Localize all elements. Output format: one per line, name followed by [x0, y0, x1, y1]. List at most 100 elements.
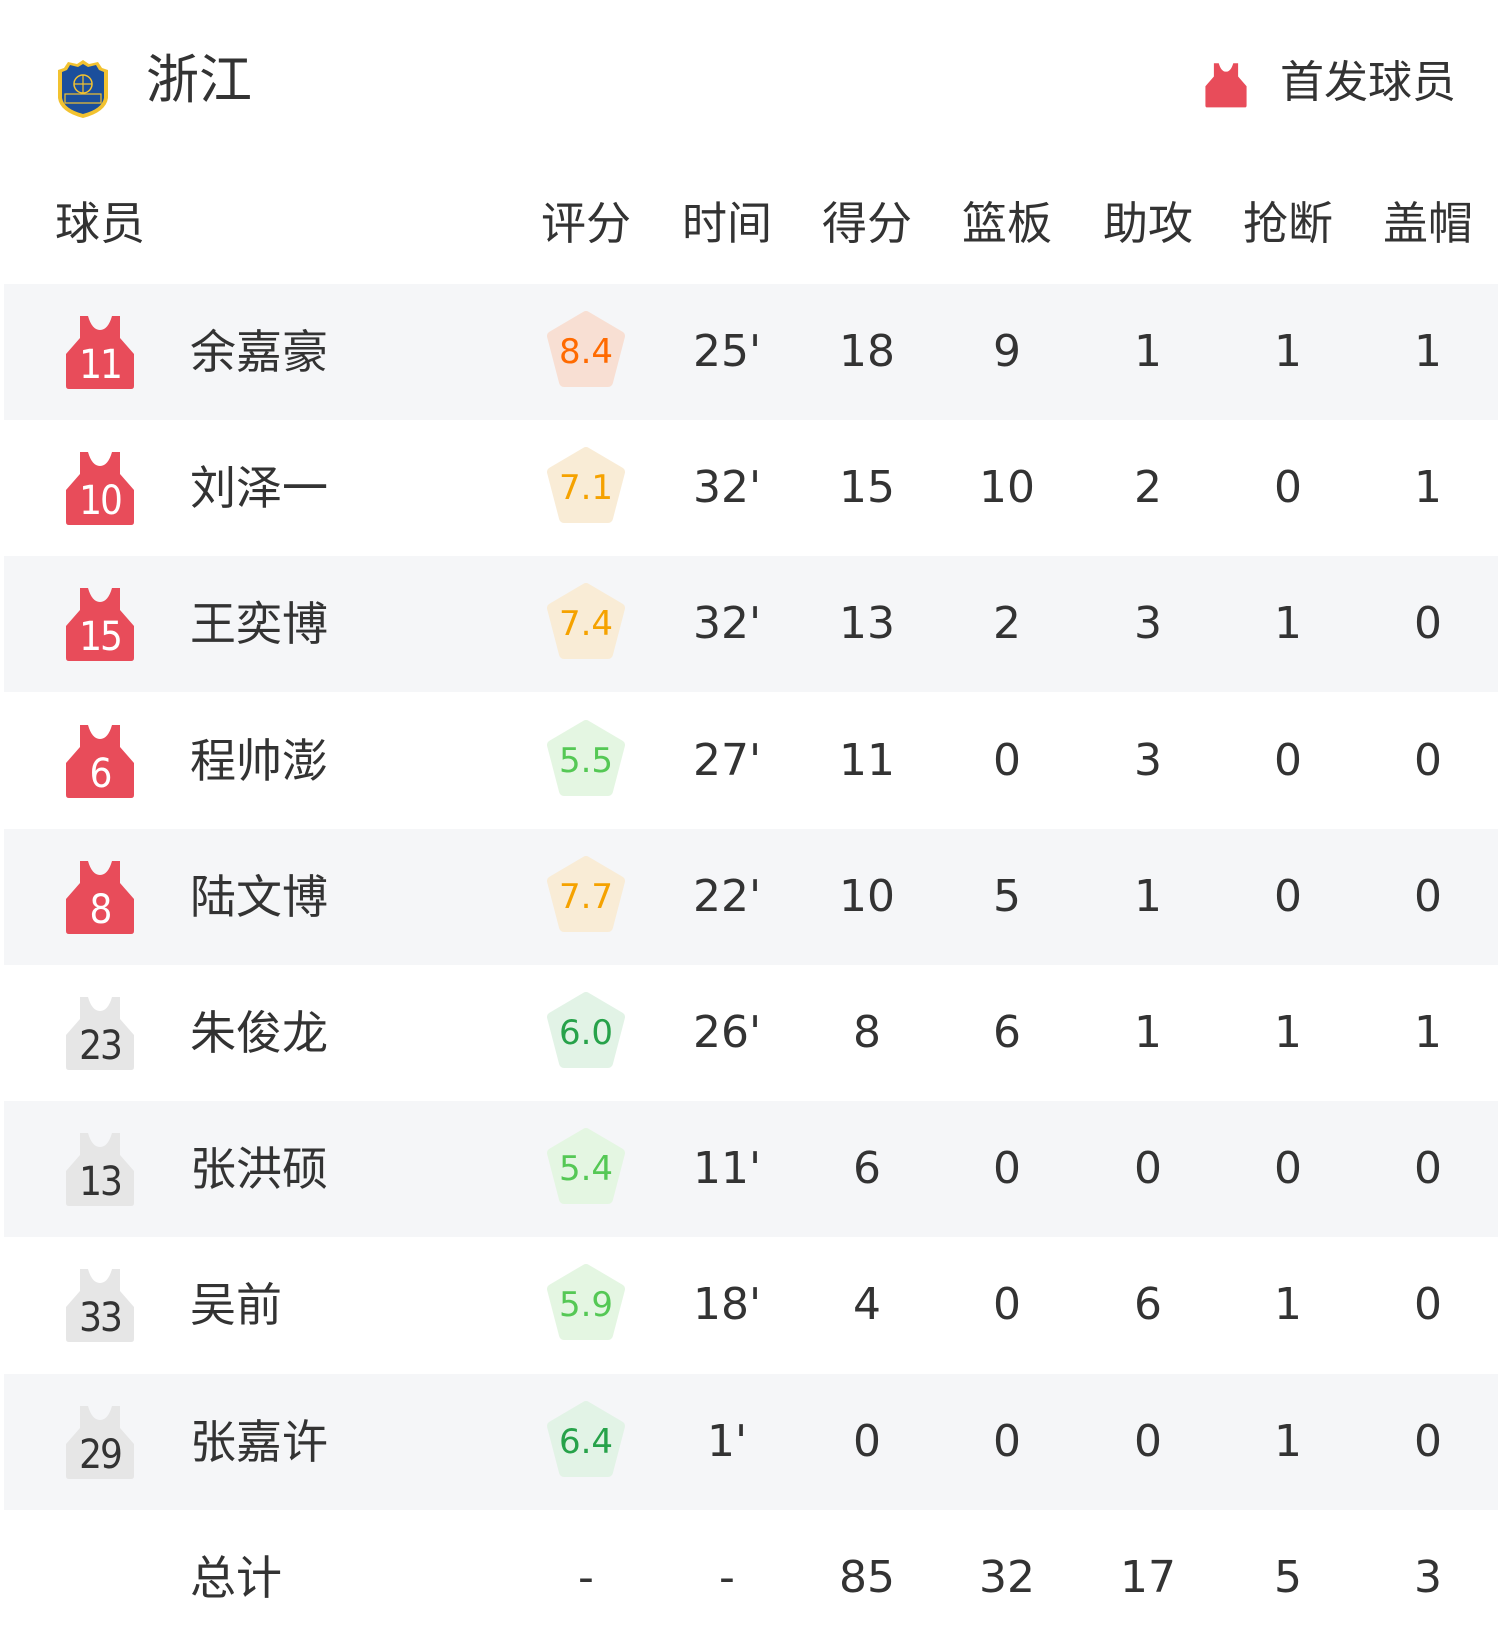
- stat-assists: 0: [1134, 1415, 1162, 1467]
- stat-points: 10: [839, 870, 895, 922]
- header-points[interactable]: 得分: [821, 197, 912, 250]
- rating-value: 5.4: [558, 1149, 614, 1190]
- jersey-number: 13: [79, 1159, 123, 1206]
- stat-steals: 0: [1274, 462, 1302, 514]
- table-row[interactable]: 11 余嘉豪 8.4 25' 18 9 1 1 1: [4, 284, 1498, 420]
- total-blocks: 3: [1414, 1551, 1442, 1603]
- table-row[interactable]: 10 刘泽一 7.1 32' 15 10 2 0 1: [4, 420, 1498, 556]
- header-time[interactable]: 时间: [681, 197, 772, 250]
- rating-badge: 7.7: [544, 853, 628, 937]
- stat-time: 32': [692, 462, 762, 514]
- player-name[interactable]: 刘泽一: [190, 461, 328, 516]
- rating-badge: 7.1: [544, 444, 628, 528]
- rating-value: 7.1: [558, 468, 614, 509]
- rating-value: 5.9: [558, 1285, 614, 1326]
- stat-steals: 1: [1274, 326, 1302, 377]
- player-name[interactable]: 陆文博: [190, 869, 328, 924]
- stat-assists: 1: [1134, 326, 1162, 377]
- stat-time: 22': [692, 870, 762, 922]
- stat-points: 8: [853, 1007, 881, 1058]
- table-row[interactable]: 13 张洪硕 5.4 11' 6 0 0 0 0: [4, 1101, 1498, 1238]
- table-row[interactable]: 15 王奕博 7.4 32' 13 2 3 1 0: [4, 556, 1498, 693]
- legend-starter-label: 首发球员: [1280, 57, 1456, 108]
- rating-badge: 7.4: [544, 580, 628, 664]
- stat-rebounds: 10: [979, 462, 1035, 514]
- rating-value: 7.4: [558, 604, 614, 645]
- header-rating[interactable]: 评分: [540, 197, 631, 250]
- jersey-icon: 11: [64, 314, 136, 390]
- stat-blocks: 0: [1414, 1143, 1442, 1195]
- stat-blocks: 1: [1414, 1007, 1442, 1058]
- player-name[interactable]: 张嘉许: [190, 1414, 328, 1469]
- player-name[interactable]: 王奕博: [190, 597, 328, 652]
- rating-value: 7.7: [558, 876, 614, 917]
- stat-steals: 0: [1274, 1143, 1302, 1195]
- stat-time: 11': [692, 1143, 762, 1195]
- jersey-number: 8: [89, 886, 113, 933]
- stat-steals: 0: [1274, 734, 1302, 786]
- stat-time: 26': [692, 1007, 762, 1058]
- stat-assists: 3: [1134, 598, 1162, 650]
- table-row[interactable]: 29 张嘉许 6.4 1' 0 0 0 1 0: [4, 1373, 1498, 1510]
- rating-value: 6.0: [558, 1013, 614, 1053]
- stat-points: 11: [839, 734, 895, 786]
- jersey-icon: 13: [64, 1131, 136, 1207]
- stat-blocks: 1: [1414, 326, 1442, 377]
- jersey-number: 10: [79, 478, 123, 525]
- header-steals[interactable]: 抢断: [1242, 197, 1333, 250]
- player-name[interactable]: 程帅澎: [190, 733, 328, 788]
- stat-time: 18': [692, 1279, 762, 1331]
- stat-assists: 6: [1134, 1279, 1162, 1331]
- stat-rebounds: 0: [993, 734, 1021, 786]
- stat-points: 15: [839, 462, 895, 514]
- stat-assists: 1: [1134, 1007, 1162, 1058]
- rating-value: 8.4: [558, 332, 614, 372]
- jersey-icon: 10: [64, 450, 136, 526]
- team-logo: [58, 60, 108, 118]
- jersey-number: 11: [79, 342, 123, 388]
- stat-time: 32': [692, 598, 762, 650]
- total-steals: 5: [1274, 1551, 1302, 1603]
- jersey-number: 6: [89, 750, 113, 797]
- starter-jersey-icon: [1205, 63, 1247, 108]
- stat-steals: 1: [1274, 1279, 1302, 1331]
- rating-value: 6.4: [558, 1421, 614, 1462]
- table-row[interactable]: 23 朱俊龙 6.0 26' 8 6 1 1 1: [4, 965, 1498, 1101]
- stat-rebounds: 6: [993, 1007, 1021, 1058]
- header-rebounds[interactable]: 篮板: [961, 197, 1052, 250]
- jersey-number: 15: [79, 614, 123, 661]
- jersey-icon: 23: [64, 995, 136, 1071]
- stat-assists: 2: [1134, 462, 1162, 514]
- stat-rebounds: 9: [993, 326, 1021, 377]
- jersey-icon: 6: [64, 723, 136, 799]
- stat-points: 13: [839, 598, 895, 650]
- stat-time: 25': [692, 326, 762, 377]
- totals-row: 总计 - - 85 32 17 5 3: [4, 1510, 1498, 1646]
- stat-points: 6: [853, 1143, 881, 1195]
- totals-label: 总计: [190, 1550, 282, 1605]
- team-name: 浙江: [146, 50, 252, 111]
- table-row[interactable]: 8 陆文博 7.7 22' 10 5 1 0 0: [4, 828, 1498, 965]
- total-time: -: [719, 1551, 735, 1603]
- stat-blocks: 0: [1414, 734, 1442, 786]
- player-name[interactable]: 朱俊龙: [190, 1006, 328, 1060]
- stat-steals: 0: [1274, 870, 1302, 922]
- header-blocks[interactable]: 盖帽: [1382, 197, 1473, 250]
- player-name[interactable]: 吴前: [190, 1278, 282, 1333]
- stat-assists: 1: [1134, 870, 1162, 922]
- stat-blocks: 0: [1414, 1279, 1442, 1331]
- player-name[interactable]: 余嘉豪: [190, 325, 328, 379]
- stat-steals: 1: [1274, 598, 1302, 650]
- player-name[interactable]: 张洪硕: [190, 1142, 328, 1197]
- rating-badge: 6.0: [544, 989, 628, 1073]
- stat-time: 27': [692, 734, 762, 786]
- stat-steals: 1: [1274, 1415, 1302, 1467]
- total-rebounds: 32: [979, 1551, 1035, 1603]
- jersey-icon: 29: [64, 1404, 136, 1480]
- jersey-icon: 33: [64, 1267, 136, 1343]
- header-assists[interactable]: 助攻: [1102, 197, 1193, 250]
- table-row[interactable]: 33 吴前 5.9 18' 4 0 6 1 0: [4, 1237, 1498, 1373]
- stat-time: 1': [706, 1415, 748, 1467]
- table-row[interactable]: 6 程帅澎 5.5 27' 11 0 3 0 0: [4, 693, 1498, 829]
- stat-rebounds: 0: [993, 1415, 1021, 1467]
